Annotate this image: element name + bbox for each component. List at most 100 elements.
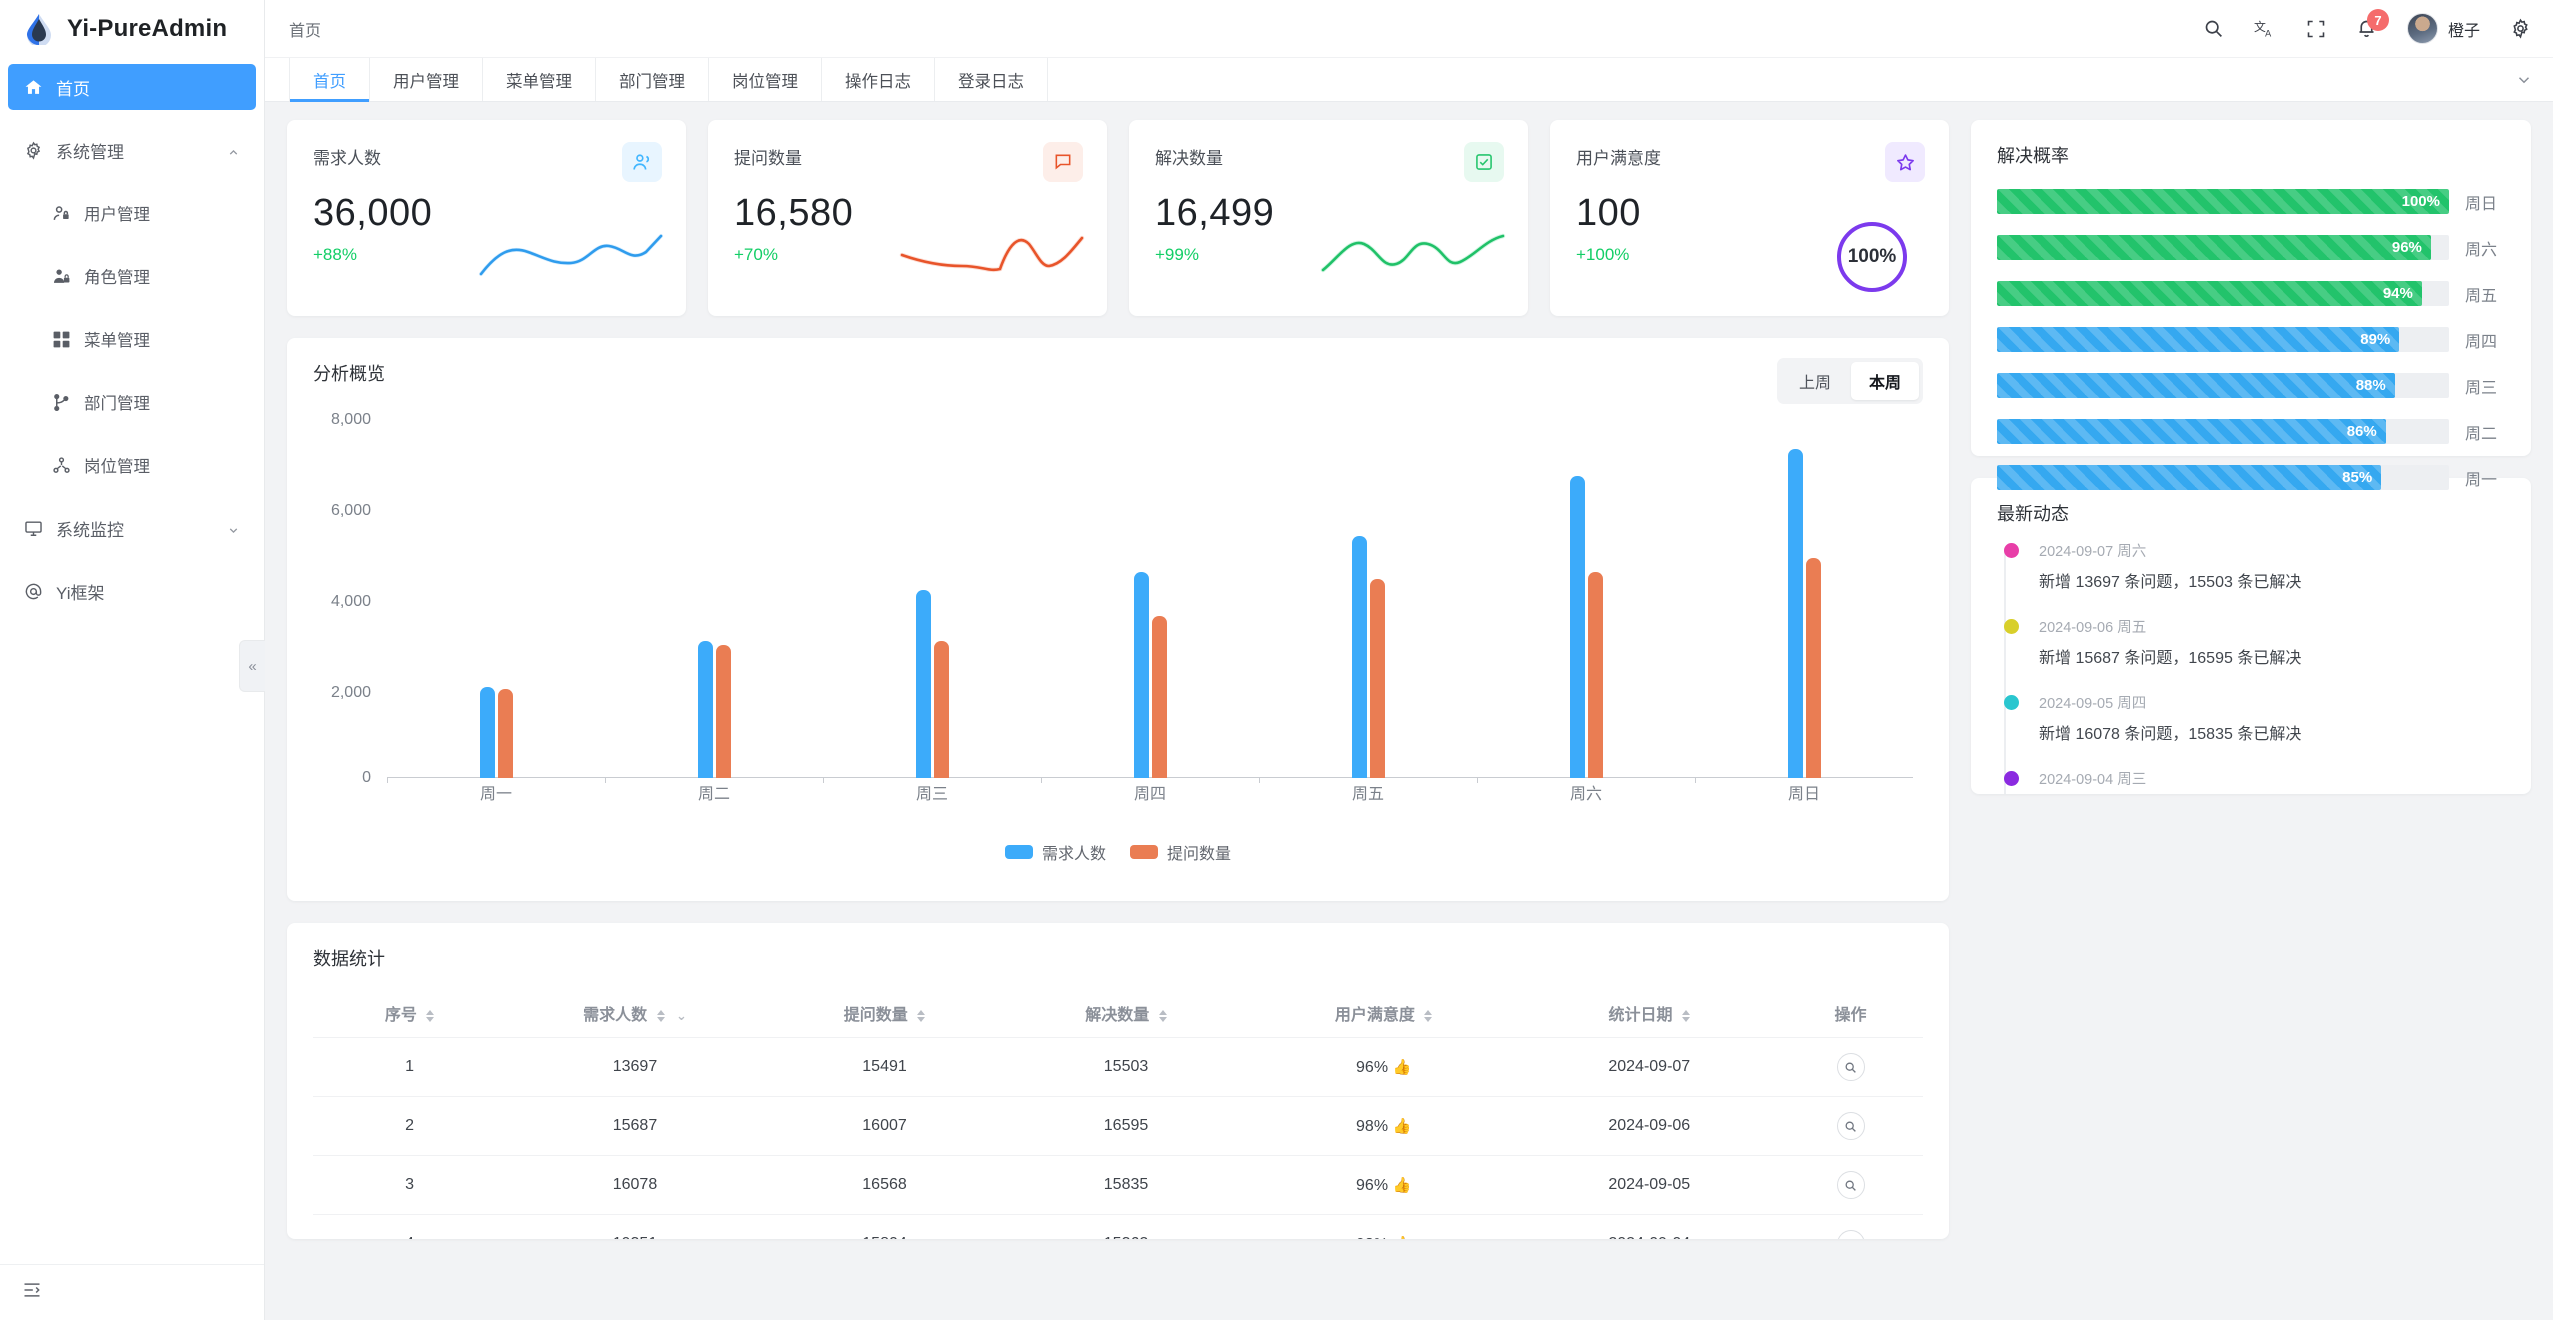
tab-dept-management[interactable]: 部门管理 bbox=[596, 58, 709, 101]
bar-questions[interactable] bbox=[497, 688, 513, 778]
sidebar-item-label: Yi框架 bbox=[56, 583, 105, 603]
bar-questions[interactable] bbox=[1805, 558, 1821, 778]
table-row[interactable]: 419351158041536298% 👍2024-09-04 bbox=[313, 1214, 1923, 1239]
y-tick: 0 bbox=[362, 769, 371, 786]
tab-menu-management[interactable]: 菜单管理 bbox=[483, 58, 596, 101]
star-icon bbox=[1885, 142, 1925, 182]
cell-action bbox=[1778, 1096, 1923, 1156]
table-row[interactable]: 1 13697 15491 15503 96% 👍 2024-09-07 bbox=[313, 1037, 1923, 1097]
bar-questions[interactable] bbox=[933, 640, 949, 778]
topbar: 首页 文 A bbox=[265, 0, 2553, 58]
sidebar-item-user-management[interactable]: 用户管理 bbox=[8, 190, 256, 236]
sidebar-item-system-monitor[interactable]: 系统监控 bbox=[8, 505, 256, 551]
bar-questions[interactable] bbox=[1369, 579, 1385, 778]
sort-icon[interactable] bbox=[426, 1009, 435, 1022]
plot-area: 周一 周二 周三 周四 周五 周六 周日 bbox=[387, 412, 1913, 803]
cell-value: 2024-09-05 bbox=[1520, 1155, 1779, 1215]
stat-label: 解决数量 bbox=[1155, 149, 1223, 168]
col-demand[interactable]: 需求人数 ⌄ bbox=[506, 989, 764, 1038]
bar-demand[interactable] bbox=[1133, 572, 1149, 778]
tab-post-management[interactable]: 岗位管理 bbox=[709, 58, 822, 101]
sidebar-item-post-management[interactable]: 岗位管理 bbox=[8, 442, 256, 488]
column-label: 解决数量 bbox=[1085, 1007, 1150, 1024]
cell-value: 16078 bbox=[506, 1155, 764, 1215]
tab-user-management[interactable]: 用户管理 bbox=[370, 58, 483, 101]
user-menu[interactable]: 橙子 bbox=[2406, 13, 2480, 44]
cell-value: 4 bbox=[313, 1214, 507, 1239]
bar-group: 周一 bbox=[387, 412, 605, 803]
fullscreen-icon[interactable] bbox=[2306, 19, 2326, 39]
bar-demand[interactable] bbox=[697, 640, 713, 778]
sidebar-collapse-button[interactable]: « bbox=[239, 640, 265, 692]
rate-day-label: 周一 bbox=[2465, 471, 2498, 489]
bar-demand[interactable] bbox=[479, 686, 495, 778]
legend-item-demand[interactable]: 需求人数 bbox=[1004, 840, 1106, 864]
col-index[interactable]: 序号 bbox=[313, 989, 506, 1038]
sidebar-logo[interactable]: Yi-PureAdmin bbox=[0, 0, 264, 58]
row-search-icon[interactable] bbox=[1836, 1112, 1865, 1140]
col-satisfaction[interactable]: 用户满意度 bbox=[1247, 989, 1521, 1038]
sidebar-item-system-management[interactable]: 系统管理 bbox=[8, 127, 256, 173]
tab-home[interactable]: 首页 bbox=[289, 58, 370, 102]
bar-demand[interactable] bbox=[915, 590, 931, 778]
segment-last-week[interactable]: 上周 bbox=[1798, 375, 1831, 392]
sidebar-footer[interactable] bbox=[0, 1264, 264, 1320]
bar-group: 周六 bbox=[1477, 412, 1695, 803]
chevron-down-icon[interactable]: ⌄ bbox=[675, 1008, 687, 1023]
row-search-icon[interactable] bbox=[1836, 1053, 1865, 1081]
y-tick: 4,000 bbox=[330, 593, 371, 610]
sidebar-item-home[interactable]: 首页 bbox=[8, 64, 256, 110]
table-row[interactable]: 2 15687 16007 16595 98% 👍 2024-09-06 bbox=[313, 1096, 1923, 1156]
progress-fill: 86% bbox=[1997, 419, 2386, 444]
bar-questions[interactable] bbox=[715, 645, 731, 778]
stat-label: 用户满意度 bbox=[1576, 149, 1661, 168]
translate-icon[interactable]: 文 A bbox=[2254, 18, 2276, 40]
tab-login-log[interactable]: 登录日志 bbox=[935, 58, 1048, 101]
card-title: 数据统计 bbox=[313, 949, 385, 969]
table-body: 1 13697 15491 15503 96% 👍 2024-09-07 2 15687 160… bbox=[313, 1037, 1923, 1239]
col-ask[interactable]: 提问数量 bbox=[764, 989, 1006, 1038]
tab-label: 操作日志 bbox=[845, 72, 911, 91]
stat-value: 16,499 bbox=[1155, 192, 1275, 234]
row-search-icon[interactable] bbox=[1836, 1230, 1865, 1239]
svg-text:A: A bbox=[2265, 28, 2272, 39]
col-solve[interactable]: 解决数量 bbox=[1005, 989, 1247, 1038]
bar-questions[interactable] bbox=[1587, 572, 1603, 778]
solve-rate-row: 96% 周六 bbox=[1997, 235, 2505, 260]
chevron-up-icon bbox=[227, 144, 240, 157]
left-column: 需求人数 36,000 +88% bbox=[287, 120, 1949, 1239]
timeline-item: 2024-09-05 周四 新增 16078 条问题，15835 条已解决 bbox=[2004, 692, 2505, 768]
timeline-date: 2024-09-07 周六 bbox=[2039, 544, 2147, 560]
col-date[interactable]: 统计日期 bbox=[1520, 989, 1778, 1038]
tab-label: 岗位管理 bbox=[732, 72, 798, 91]
bell-icon[interactable]: 7 bbox=[2356, 9, 2389, 39]
bar-demand[interactable] bbox=[1569, 476, 1585, 778]
sort-icon[interactable] bbox=[917, 1009, 926, 1022]
bar-demand[interactable] bbox=[1787, 448, 1803, 778]
bar-questions[interactable] bbox=[1151, 615, 1167, 778]
sidebar-item-dept-management[interactable]: 部门管理 bbox=[8, 379, 256, 425]
sort-icon[interactable] bbox=[1424, 1009, 1433, 1022]
settings-gear-icon[interactable] bbox=[2510, 18, 2531, 39]
timeline-dot bbox=[2004, 619, 2019, 634]
legend-item-questions[interactable]: 提问数量 bbox=[1130, 840, 1231, 864]
at-icon bbox=[24, 582, 43, 601]
x-tick-label: 周日 bbox=[1787, 786, 1820, 803]
sidebar-item-role-management[interactable]: 角色管理 bbox=[8, 253, 256, 299]
sort-icon[interactable] bbox=[656, 1009, 665, 1022]
tab-operation-log[interactable]: 操作日志 bbox=[822, 58, 935, 101]
progress-fill: 85% bbox=[1997, 465, 2382, 490]
search-icon[interactable] bbox=[2203, 18, 2224, 39]
sidebar-item-menu-management[interactable]: 菜单管理 bbox=[8, 316, 256, 362]
table-row[interactable]: 3 16078 16568 15835 96% 👍 2024-09-05 bbox=[313, 1155, 1923, 1215]
chevron-double-left-icon: « bbox=[248, 657, 257, 675]
bar-demand[interactable] bbox=[1351, 535, 1367, 778]
sort-icon[interactable] bbox=[1158, 1009, 1167, 1022]
sort-icon[interactable] bbox=[1682, 1009, 1690, 1022]
segment-this-week[interactable]: 本周 bbox=[1850, 362, 1919, 400]
sparkline-solved bbox=[1320, 233, 1506, 273]
sidebar-item-yi-framework[interactable]: Yi框架 bbox=[8, 568, 256, 614]
row-search-icon[interactable] bbox=[1836, 1171, 1865, 1199]
sidebar-item-label: 角色管理 bbox=[84, 269, 150, 287]
tab-overflow-button[interactable] bbox=[2495, 58, 2553, 101]
